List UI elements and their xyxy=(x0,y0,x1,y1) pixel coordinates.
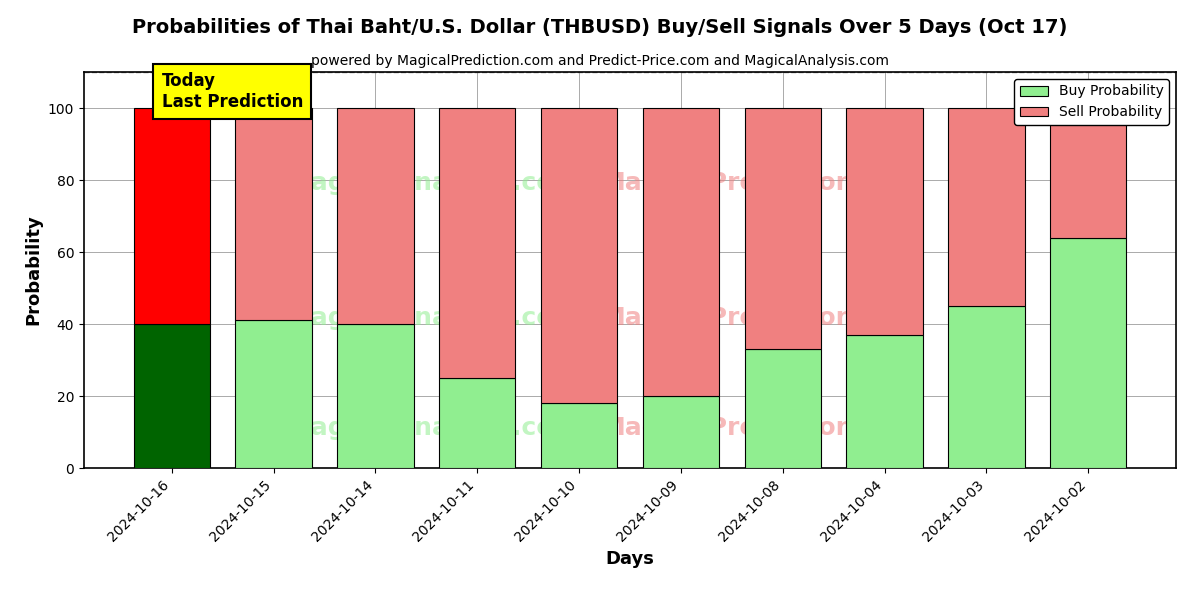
Text: MagicalPrediction.com: MagicalPrediction.com xyxy=(600,305,922,329)
Bar xyxy=(1050,238,1127,468)
Bar xyxy=(643,108,719,396)
Text: Today
Last Prediction: Today Last Prediction xyxy=(162,72,304,111)
Text: MagicalAnalysis.com: MagicalAnalysis.com xyxy=(287,305,581,329)
Text: MagicalPrediction.com: MagicalPrediction.com xyxy=(600,171,922,195)
Bar xyxy=(439,108,516,378)
Bar xyxy=(1050,108,1127,238)
Text: MagicalPrediction.com: MagicalPrediction.com xyxy=(600,416,922,440)
Bar xyxy=(541,108,617,403)
Text: powered by MagicalPrediction.com and Predict-Price.com and MagicalAnalysis.com: powered by MagicalPrediction.com and Pre… xyxy=(311,54,889,68)
Bar xyxy=(133,108,210,324)
Bar xyxy=(235,108,312,320)
Bar xyxy=(337,108,414,324)
Bar xyxy=(643,396,719,468)
Bar xyxy=(235,320,312,468)
Bar xyxy=(948,108,1025,306)
Bar xyxy=(948,306,1025,468)
Bar xyxy=(337,324,414,468)
Text: Probabilities of Thai Baht/U.S. Dollar (THBUSD) Buy/Sell Signals Over 5 Days (Oc: Probabilities of Thai Baht/U.S. Dollar (… xyxy=(132,18,1068,37)
Legend: Buy Probability, Sell Probability: Buy Probability, Sell Probability xyxy=(1014,79,1169,125)
Bar xyxy=(133,324,210,468)
Bar xyxy=(846,108,923,335)
Text: MagicalAnalysis.com: MagicalAnalysis.com xyxy=(287,171,581,195)
Bar xyxy=(439,378,516,468)
Bar xyxy=(744,108,821,349)
Text: MagicalAnalysis.com: MagicalAnalysis.com xyxy=(287,416,581,440)
Bar xyxy=(541,403,617,468)
Bar xyxy=(744,349,821,468)
Bar xyxy=(846,335,923,468)
Y-axis label: Probability: Probability xyxy=(24,215,42,325)
X-axis label: Days: Days xyxy=(606,550,654,568)
